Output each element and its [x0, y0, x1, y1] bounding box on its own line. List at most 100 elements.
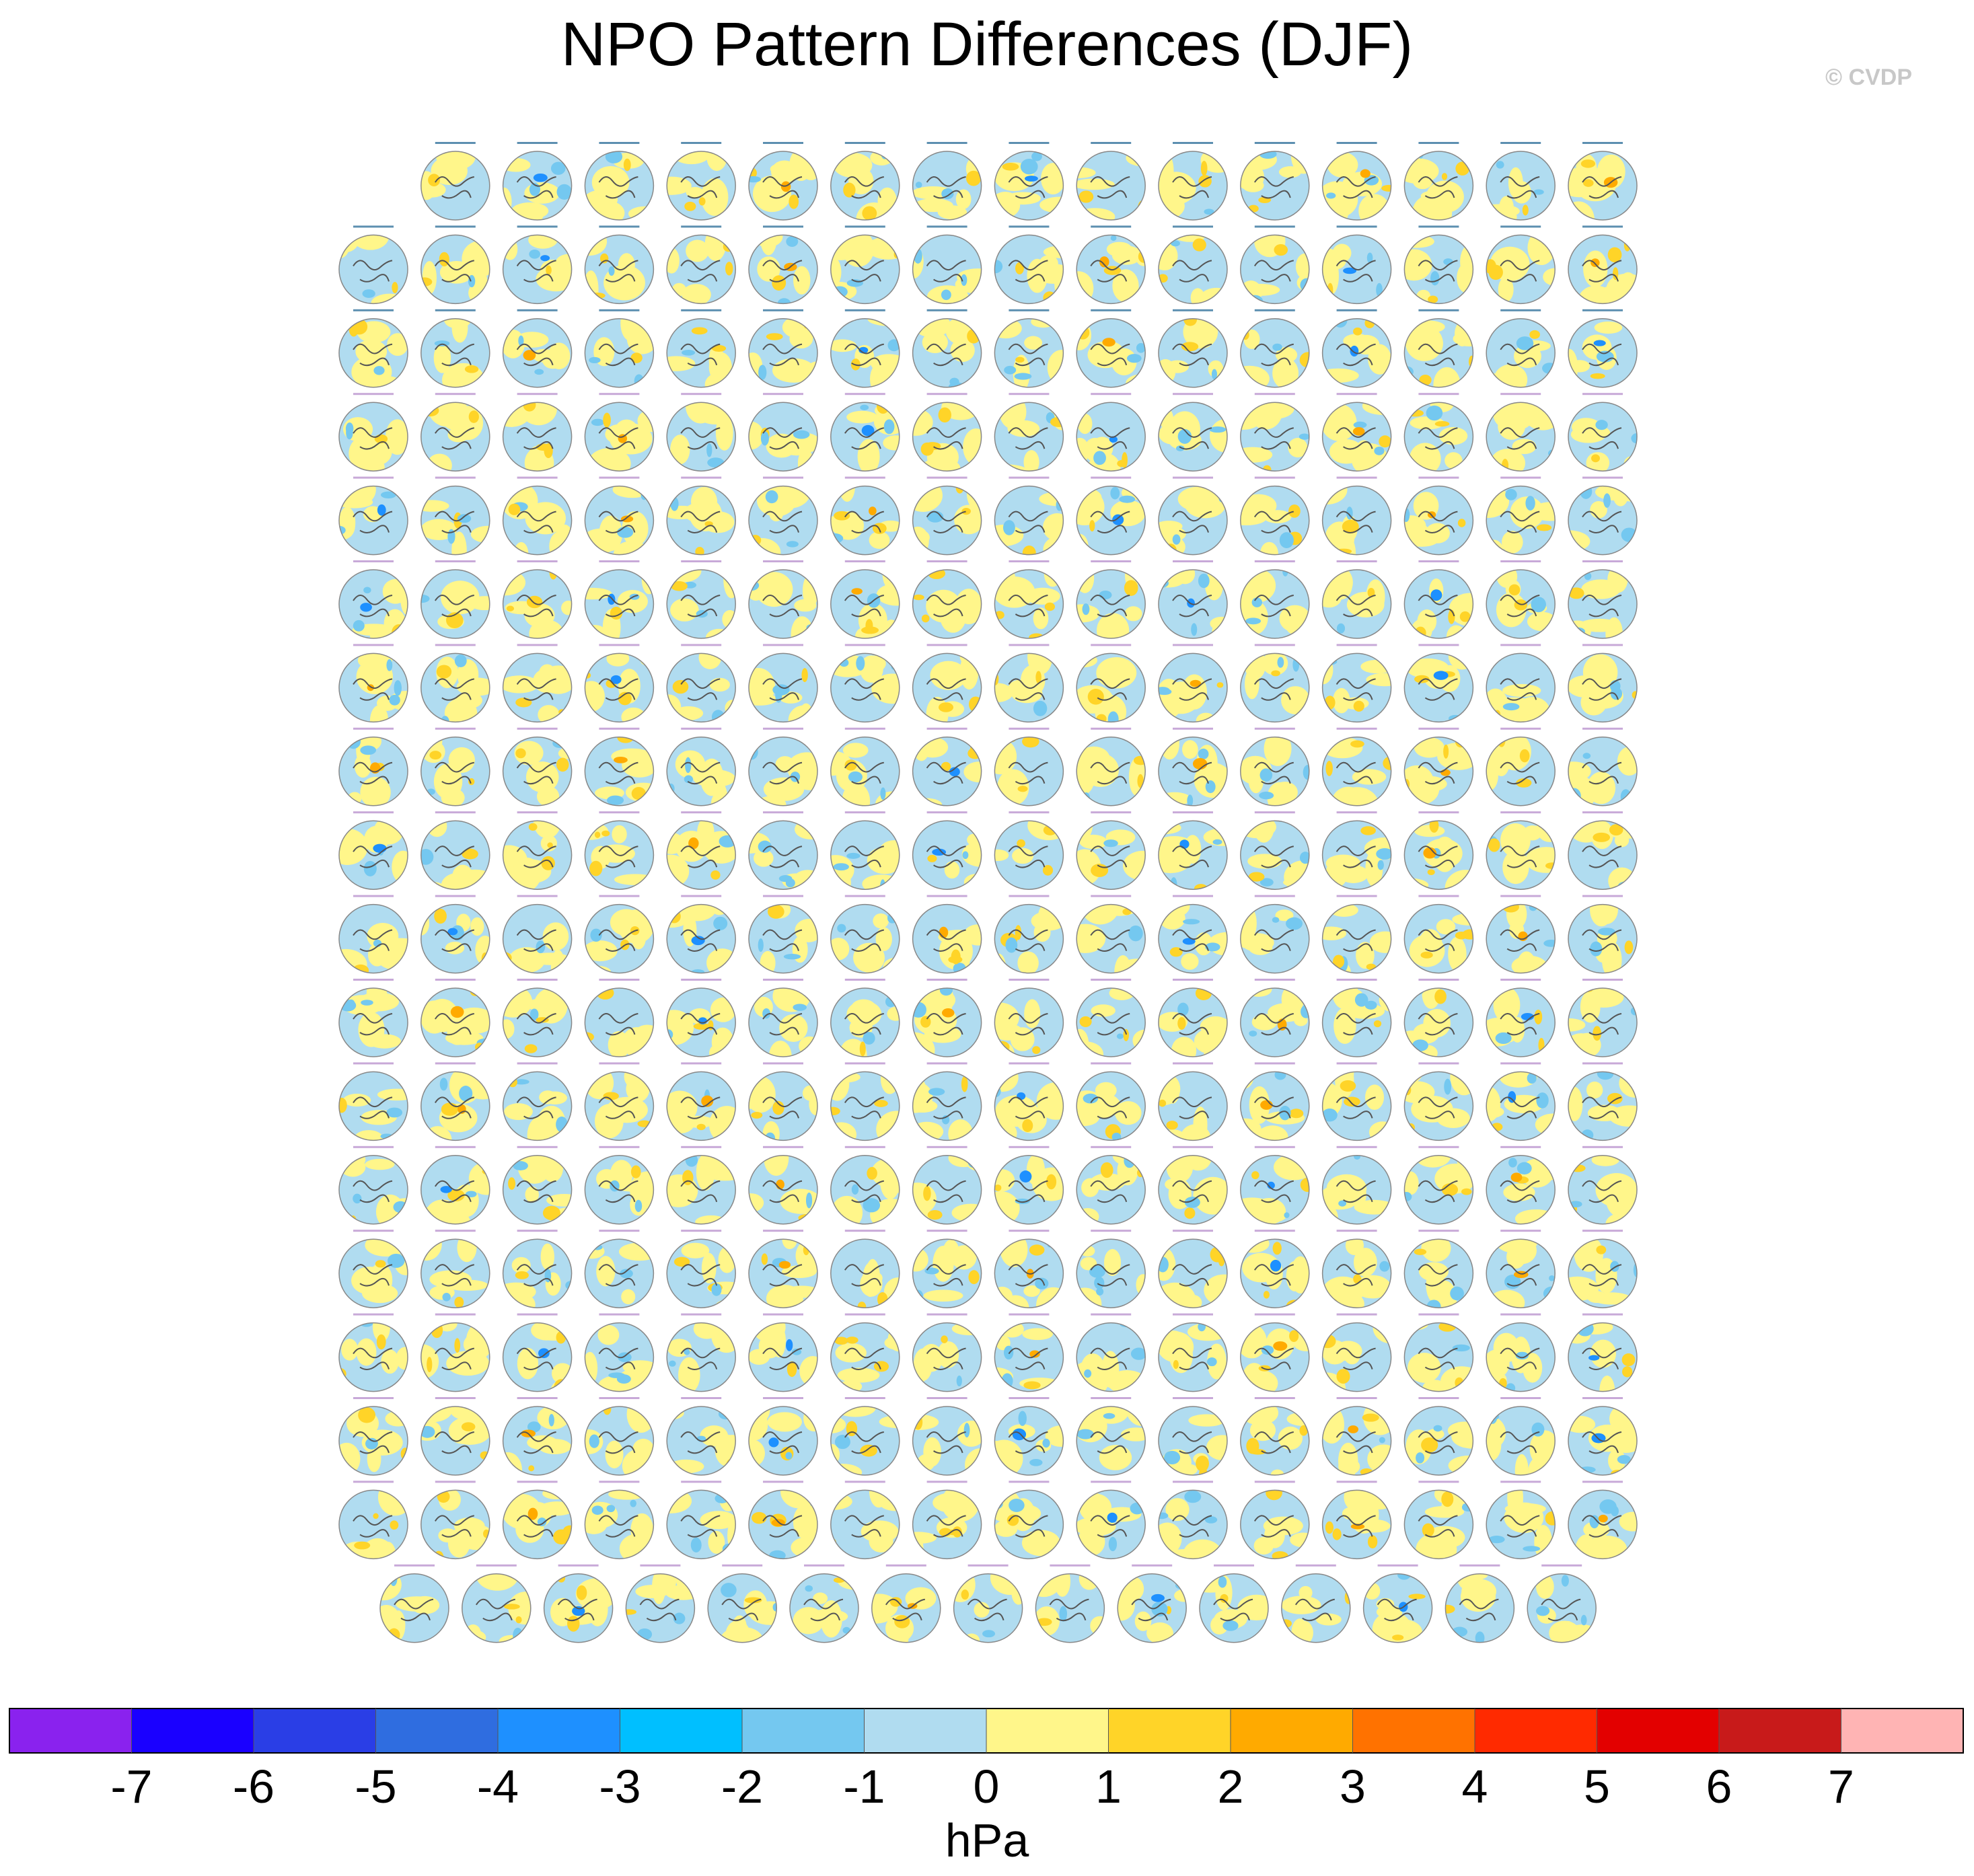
- panel-map: [338, 979, 408, 1057]
- panel-title-mark: [1254, 225, 1295, 228]
- panel-map: [1403, 895, 1474, 974]
- panel-title-mark: [763, 727, 803, 730]
- panel-map: [1158, 1230, 1228, 1308]
- panel-title-mark: [1500, 225, 1541, 228]
- panel-title-mark: [763, 476, 803, 479]
- panel-title-mark: [1500, 895, 1541, 897]
- panel-map: [502, 811, 573, 890]
- colorbar-tick-label: 3: [1340, 1760, 1366, 1813]
- panel-title-mark: [1582, 1480, 1623, 1483]
- panel-map: [584, 1230, 655, 1308]
- panel-title-mark: [1091, 1146, 1132, 1148]
- panel-map: [1403, 1313, 1474, 1392]
- panel-map: [666, 1230, 736, 1308]
- panel-title-mark: [517, 309, 558, 311]
- panel-map: [1158, 1480, 1228, 1560]
- panel-title-mark: [517, 727, 558, 730]
- panel-map: [338, 1480, 408, 1560]
- panel-map: [1158, 309, 1228, 388]
- panel-title-mark: [435, 1062, 476, 1065]
- panel-title-mark: [1173, 225, 1213, 228]
- panel-map: [748, 1397, 818, 1476]
- panel-map: [421, 979, 490, 1057]
- panel-map: [421, 142, 490, 221]
- panel-title-mark: [1009, 811, 1050, 814]
- panel-map: [1321, 1062, 1392, 1141]
- panel-title-mark: [353, 979, 394, 981]
- panel-map: [994, 1230, 1064, 1308]
- panel-title-mark: [1336, 1397, 1377, 1399]
- panel-map: [421, 309, 490, 388]
- panel-map: [1486, 225, 1556, 305]
- panel-title-mark: [1254, 895, 1295, 897]
- panel-map: [421, 1480, 490, 1560]
- panel-map: [912, 895, 982, 974]
- panel-map: [1568, 1062, 1638, 1141]
- panel-map: [1403, 1062, 1474, 1141]
- panel-map: [1076, 560, 1146, 639]
- panel-map: [1486, 476, 1556, 556]
- panel-map: [1158, 1397, 1228, 1476]
- panel-title-mark: [1254, 811, 1295, 814]
- panel-title-mark: [1254, 142, 1295, 144]
- panel-title-mark: [1336, 811, 1377, 814]
- panel-map: [912, 1146, 982, 1225]
- panel-title-mark: [844, 1480, 885, 1483]
- panel-map: [338, 1062, 408, 1141]
- panel-title-mark: [926, 309, 967, 311]
- panel-map: [830, 1480, 900, 1560]
- colorbar-segment: [1841, 1709, 1964, 1753]
- panel-map: [338, 1397, 408, 1476]
- panel-grid: [338, 142, 1638, 1643]
- panel-map: [584, 560, 655, 639]
- panel-map: [666, 1397, 736, 1476]
- panel-map: [1486, 1313, 1556, 1392]
- panel-map: [584, 811, 655, 890]
- panel-title-mark: [844, 225, 885, 228]
- panel-title-mark: [435, 560, 476, 562]
- panel-title-mark: [517, 225, 558, 228]
- panel-title-mark: [926, 1480, 967, 1483]
- panel-title-mark: [926, 1230, 967, 1232]
- panel-map: [1240, 1230, 1310, 1308]
- panel-map: [994, 1480, 1064, 1560]
- panel-title-mark: [476, 1564, 517, 1567]
- panel-map: [994, 1146, 1064, 1225]
- panel-title-mark: [844, 811, 885, 814]
- panel-title-mark: [599, 560, 640, 562]
- panel-map: [1403, 142, 1474, 221]
- panel-map: [1486, 1397, 1556, 1476]
- panel-map: [1158, 225, 1228, 305]
- colorbar-tick-label: -1: [843, 1760, 885, 1813]
- panel-map: [912, 811, 982, 890]
- panel-title-mark: [763, 895, 803, 897]
- panel-map: [1076, 225, 1146, 305]
- panel-map: [1568, 476, 1638, 556]
- panel-title-mark: [1009, 979, 1050, 981]
- panel-map: [666, 1480, 736, 1560]
- panel-title-mark: [1336, 727, 1377, 730]
- panel-map: [994, 979, 1064, 1057]
- panel-title-mark: [804, 1564, 844, 1567]
- panel-map: [1240, 644, 1310, 723]
- panel-title-mark: [681, 1397, 722, 1399]
- panel-title-mark: [435, 476, 476, 479]
- panel-title-mark: [517, 1397, 558, 1399]
- panel-map: [338, 309, 408, 388]
- panel-title-mark: [1173, 979, 1213, 981]
- panel-title-mark: [1418, 811, 1459, 814]
- panel-map: [1076, 727, 1146, 806]
- panel-title-mark: [1173, 1146, 1213, 1148]
- panel-map: [1321, 560, 1392, 639]
- panel-map: [666, 560, 736, 639]
- panel-map: [994, 1313, 1064, 1392]
- panel-map: [994, 895, 1064, 974]
- panel-map: [1076, 1397, 1146, 1476]
- colorbar-segment: [375, 1709, 499, 1753]
- panel-map: [1486, 1480, 1556, 1560]
- panel-title-mark: [353, 393, 394, 396]
- colorbar-tick-label: 4: [1462, 1760, 1488, 1813]
- panel-map: [1486, 1230, 1556, 1308]
- panel-map: [830, 393, 900, 472]
- panel-title-mark: [722, 1564, 763, 1567]
